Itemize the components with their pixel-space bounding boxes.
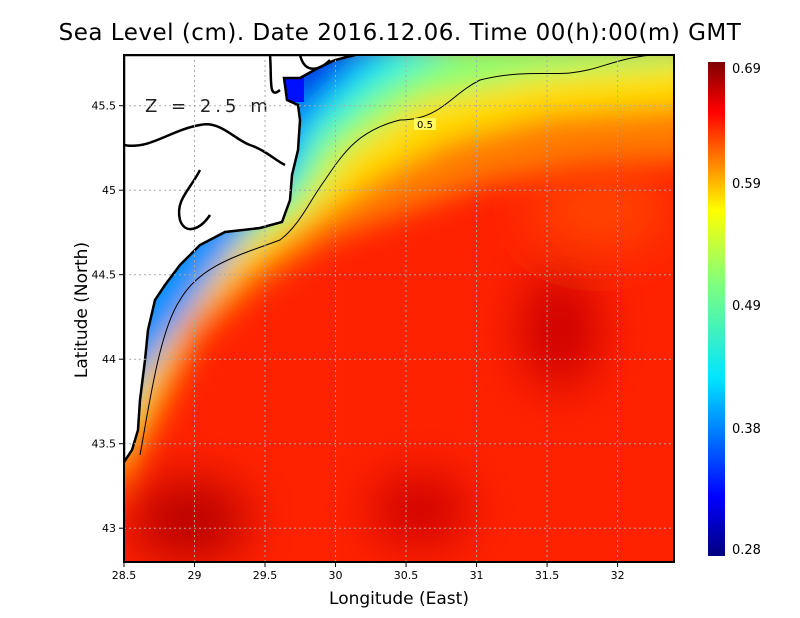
grid-lines — [124, 55, 674, 562]
map-title: Sea Level (cm). Date 2016.12.06. Time 00… — [58, 20, 742, 46]
contour-line-0.5 — [139, 55, 651, 456]
x-tick-label: 32 — [611, 569, 625, 582]
x-tick-label: 29.5 — [253, 569, 278, 582]
x-tick-label: 31.5 — [535, 569, 560, 582]
y-tick-label: 44.5 — [92, 269, 117, 282]
x-tick-label: 31 — [470, 569, 484, 582]
x-tick-label: 28.5 — [112, 569, 137, 582]
plot-frame — [123, 54, 675, 563]
y-tick-label: 43.5 — [92, 438, 117, 451]
colorbar-tick: 0.38 — [732, 422, 761, 437]
lagoon-outline — [177, 169, 212, 231]
contour-label: 0.5 — [417, 120, 433, 131]
x-axis: 28.5 29 29.5 30 30.5 31 31.5 32 — [112, 562, 625, 582]
colorbar-tick: 0.59 — [732, 177, 761, 192]
depth-annotation: Z = 2.5 m — [145, 96, 272, 117]
x-tick-label: 30 — [329, 569, 343, 582]
x-axis-label: Longitude (East) — [329, 589, 469, 609]
coastline-inner — [124, 122, 286, 167]
x-tick-label: 30.5 — [394, 569, 419, 582]
colorbar-tick: 0.49 — [732, 299, 761, 314]
y-tick-label: 43 — [102, 522, 116, 535]
colorbar-tick: 0.28 — [732, 543, 761, 558]
y-axis: 43 43.5 44 44.5 45 45.5 — [92, 100, 124, 535]
x-tick-label: 29 — [188, 569, 202, 582]
colorbar — [708, 62, 725, 556]
y-axis-label: Latitude (North) — [72, 241, 92, 379]
y-tick-label: 45.5 — [92, 100, 117, 113]
colorbar-tick: 0.69 — [732, 62, 761, 77]
y-tick-label: 45 — [102, 184, 116, 197]
delta-outline — [268, 55, 331, 94]
y-tick-label: 44 — [102, 353, 116, 366]
sea-level-field: 0.5 Z = 2.5 m — [124, 55, 674, 562]
